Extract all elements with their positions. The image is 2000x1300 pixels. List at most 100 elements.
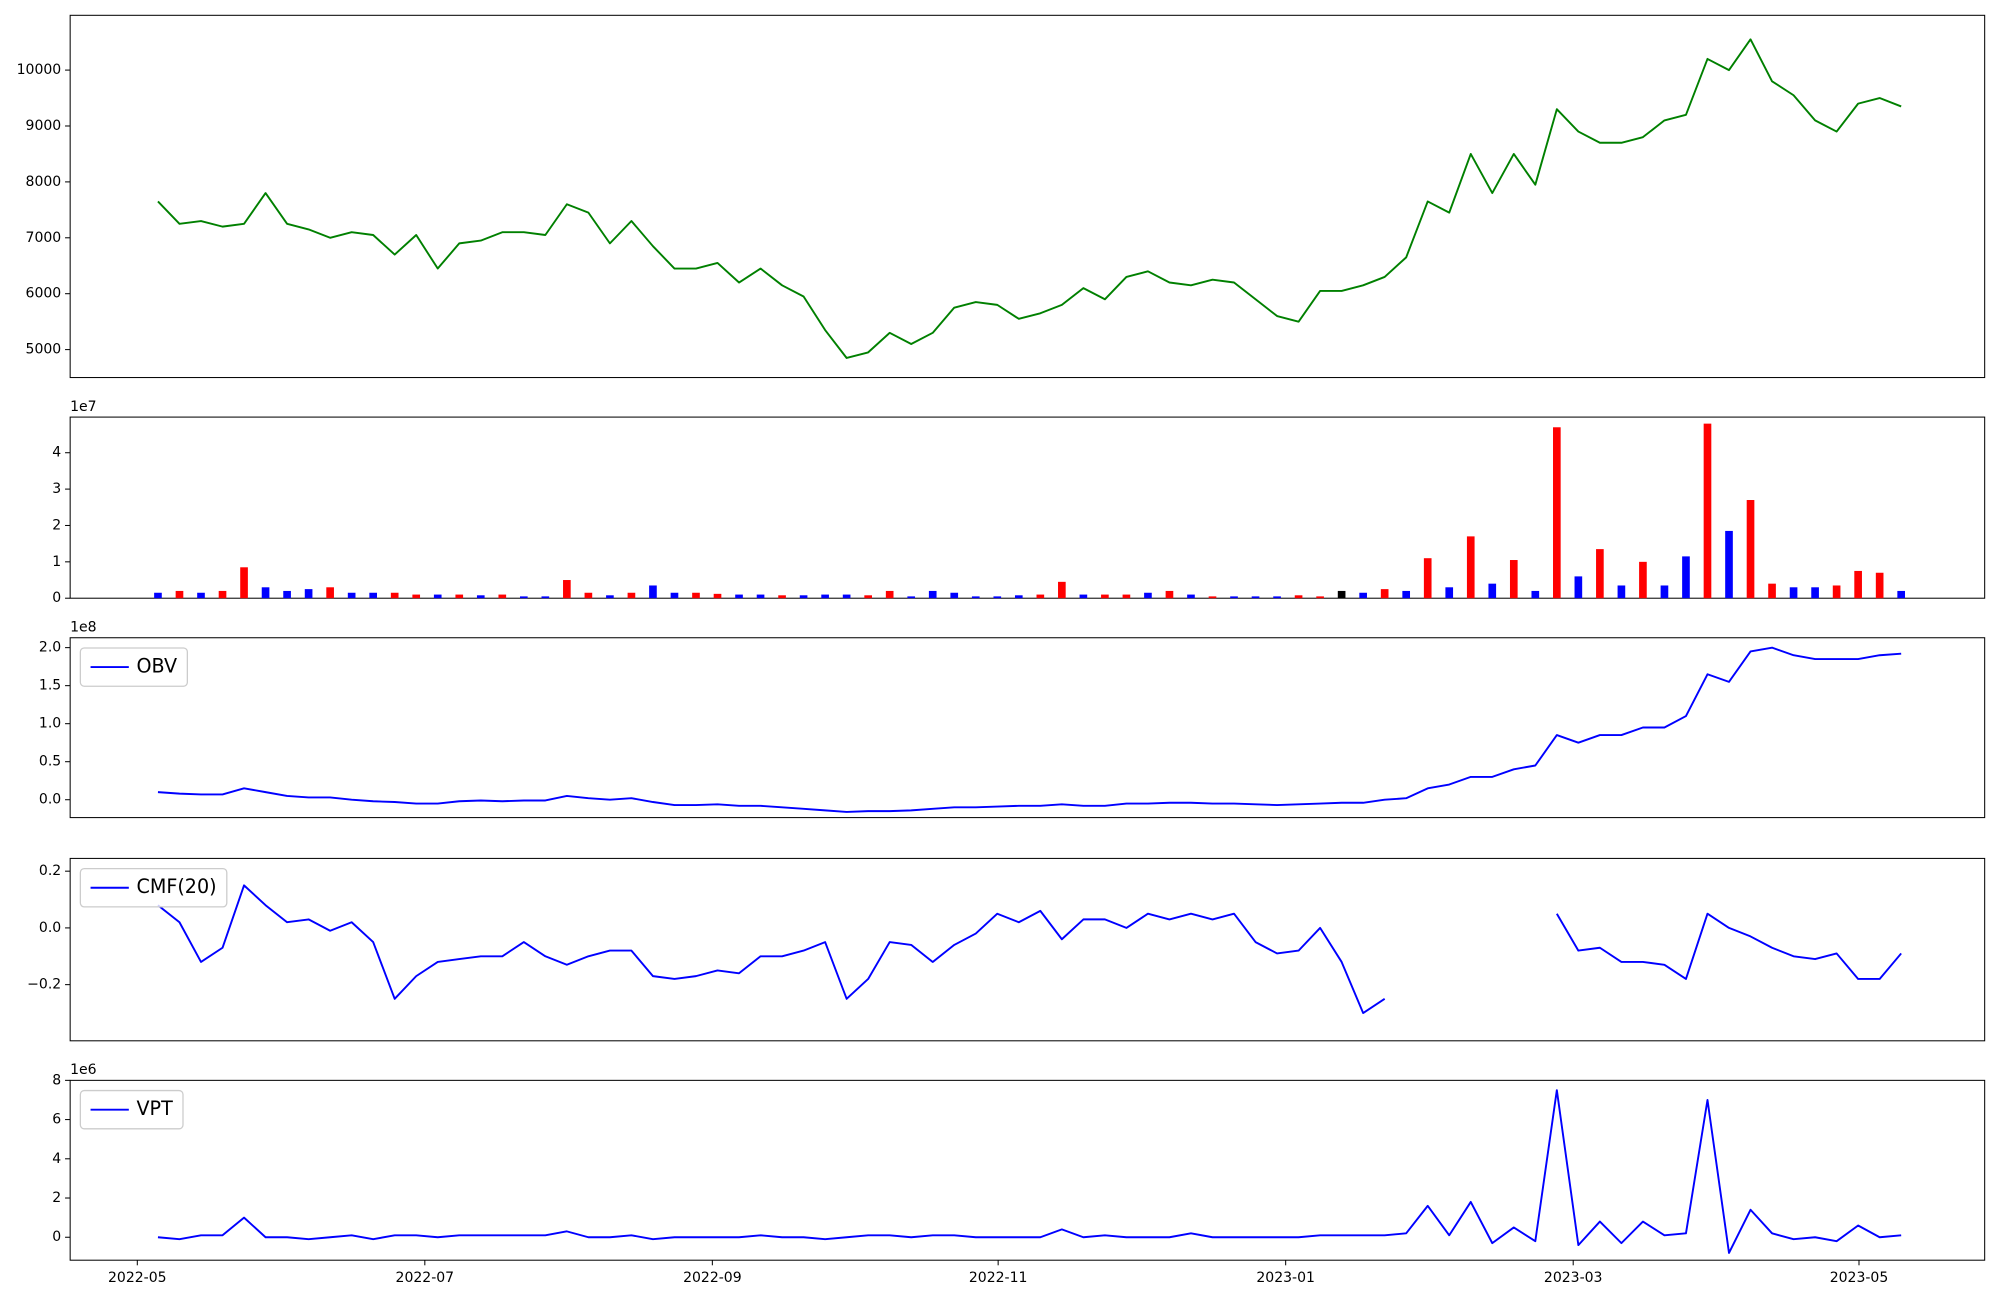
- plot-frame: [69, 416, 1986, 599]
- line: [157, 1089, 1902, 1254]
- y-tick-label: 8000: [26, 174, 62, 190]
- bar: [154, 592, 162, 599]
- bar: [1165, 590, 1174, 599]
- bar: [1380, 589, 1389, 599]
- bar: [1230, 596, 1238, 599]
- y-tick-label: 3: [52, 481, 61, 497]
- bar: [412, 594, 421, 599]
- bar: [735, 594, 743, 599]
- bar: [1079, 594, 1088, 599]
- bar: [756, 594, 765, 599]
- bar: [1359, 592, 1367, 599]
- chart-area: 5000 6000 7000 8000 9000 10000 0 1 2 3 4 1e7 0.0 0.5 1…: [17, 14, 1986, 1286]
- bar: [885, 590, 894, 599]
- bar: [519, 596, 528, 599]
- y-tick-label: 0.5: [39, 754, 61, 770]
- bar: [971, 596, 980, 599]
- legend: CMF(20): [79, 867, 228, 908]
- bar: [1789, 587, 1798, 599]
- bar: [1337, 590, 1346, 599]
- legend-label: VPT: [136, 1097, 173, 1120]
- x-tick-label: 2023-05: [1830, 1270, 1889, 1286]
- axis-offset-label: 1e8: [70, 620, 96, 636]
- bar: [993, 596, 1002, 599]
- bar: [1144, 592, 1152, 599]
- y-tick-label: 8: [52, 1072, 61, 1088]
- bar: [1122, 594, 1131, 599]
- bar: [541, 596, 550, 599]
- bar: [799, 595, 808, 599]
- y-tick-label: 7000: [26, 230, 62, 246]
- y-tick-label: 0.0: [39, 792, 61, 808]
- bar: [455, 594, 464, 599]
- bar: [1466, 536, 1475, 599]
- bar: [326, 587, 334, 599]
- y-tick-label: 0: [52, 1229, 61, 1245]
- y-tick-label: 0: [52, 590, 61, 606]
- bar: [1832, 585, 1841, 599]
- y-tick-label: 4: [52, 445, 61, 461]
- bar: [563, 580, 571, 599]
- y-tick-label: 10000: [17, 62, 62, 78]
- bar: [1639, 561, 1647, 599]
- bar: [713, 593, 722, 599]
- x-tick-label: 2022-05: [108, 1270, 167, 1286]
- bar: [1725, 530, 1733, 599]
- bar: [670, 592, 679, 599]
- legend-box: [79, 647, 188, 687]
- bar: [1875, 572, 1884, 599]
- y-tick-label: 1.5: [39, 678, 61, 694]
- bar: [1101, 594, 1109, 599]
- plot-frame: [69, 14, 1986, 379]
- x-tick-label: 2023-03: [1544, 1270, 1603, 1286]
- bar: [1058, 581, 1066, 599]
- bar: [778, 595, 786, 599]
- bar: [1488, 583, 1497, 599]
- legend-label: OBV: [136, 655, 177, 678]
- bar: [1316, 596, 1324, 599]
- bar: [1682, 556, 1690, 599]
- y-tick-label: 2: [52, 517, 61, 533]
- y-tick-label: 2: [52, 1190, 61, 1206]
- bar: [218, 590, 227, 599]
- bar: [347, 592, 356, 599]
- line: [157, 646, 1902, 813]
- y-tick-label: −0.2: [27, 977, 61, 993]
- y-tick-label: 6000: [26, 286, 62, 302]
- bar: [240, 567, 248, 599]
- y-tick-label: 4: [52, 1151, 61, 1167]
- bar: [1445, 587, 1454, 599]
- bar: [1294, 595, 1303, 599]
- bar: [1596, 549, 1604, 599]
- bar: [627, 592, 636, 599]
- bar: [1423, 558, 1432, 599]
- axis-offset-label: 1e6: [70, 1062, 97, 1078]
- plot-frame: [69, 637, 1986, 819]
- y-tick-label: 5000: [26, 342, 62, 358]
- y-tick-label: 0.2: [39, 863, 61, 879]
- bar: [1036, 594, 1045, 599]
- bar: [1746, 500, 1755, 599]
- bar: [175, 590, 184, 599]
- y-tick-label: 9000: [26, 118, 62, 134]
- bar: [1208, 596, 1217, 599]
- bar: [907, 596, 916, 599]
- x-tick-label: 2022-07: [396, 1270, 455, 1286]
- bar: [950, 592, 959, 599]
- bar: [1574, 576, 1583, 599]
- line: [157, 38, 1902, 359]
- bar: [692, 592, 700, 599]
- bar: [1854, 570, 1862, 599]
- legend-box: [79, 1089, 184, 1130]
- bar: [1617, 585, 1626, 599]
- bar: [864, 595, 872, 599]
- plot-frame: [69, 857, 1986, 1042]
- axis-offset-label: 1e7: [70, 399, 96, 415]
- bar: [1703, 423, 1712, 599]
- bar: [649, 585, 657, 599]
- bar: [498, 594, 507, 599]
- bar: [369, 592, 377, 599]
- legend-label: CMF(20): [136, 875, 216, 898]
- bar: [390, 592, 399, 599]
